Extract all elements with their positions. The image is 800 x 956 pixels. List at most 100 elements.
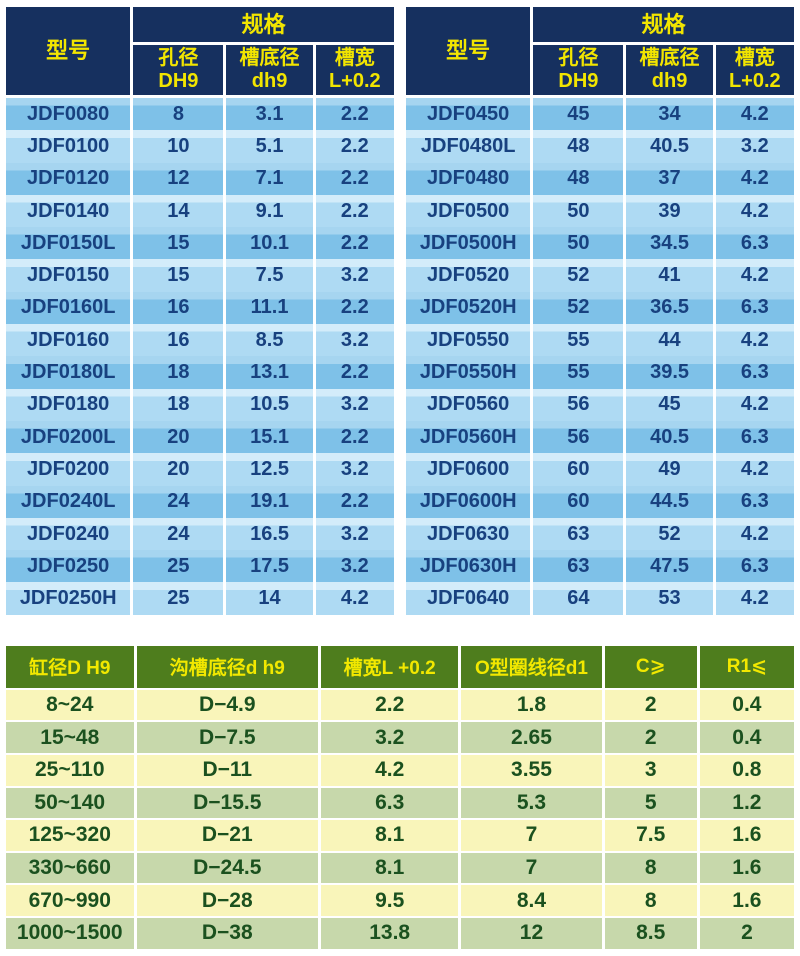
value-cell: 2 xyxy=(699,917,794,949)
value-cell: 11.1 xyxy=(226,291,313,325)
value-cell: 4.2 xyxy=(321,754,459,786)
value-cell: 6.3 xyxy=(715,420,794,454)
value-cell: 15 xyxy=(133,227,224,260)
value-cell: 63 xyxy=(533,517,624,551)
value-cell: 12 xyxy=(133,162,224,195)
value-cell: 4.2 xyxy=(715,517,794,551)
value-cell: 56 xyxy=(533,420,624,454)
value-cell: D−21 xyxy=(136,820,318,851)
model-cell: JDF0180L xyxy=(6,356,131,389)
value-cell: 19.1 xyxy=(226,485,313,518)
model-cell: JDF0500H xyxy=(406,227,531,260)
value-cell: 52 xyxy=(533,291,624,325)
table-row: JDF0100 10 5.1 2.2 xyxy=(6,130,394,163)
table-row: JDF0550H 55 39.5 6.3 xyxy=(406,356,794,389)
value-cell: 2.65 xyxy=(461,722,602,753)
header-line: 槽宽 xyxy=(734,47,775,69)
range-cell: 50~140 xyxy=(6,787,134,819)
model-cell: JDF0080 xyxy=(6,98,131,131)
range-cell: 670~990 xyxy=(6,885,134,916)
oring-wire-dia-header: O型圈线径d1 xyxy=(461,645,602,688)
table-row: 25~110 D−11 4.2 3.55 3 0.8 xyxy=(6,754,794,786)
value-cell: 52 xyxy=(533,259,624,292)
value-cell: 13.8 xyxy=(321,917,459,949)
value-cell: 60 xyxy=(533,453,624,486)
model-column-header: 型号 xyxy=(406,7,531,95)
value-cell: 45 xyxy=(533,98,624,131)
model-cell: JDF0560 xyxy=(406,388,531,421)
value-cell: 12.5 xyxy=(226,453,313,486)
model-cell: JDF0630H xyxy=(406,550,531,583)
table-row: JDF0560H 56 40.5 6.3 xyxy=(406,420,794,454)
value-cell: 49 xyxy=(626,453,713,486)
value-cell: 2.2 xyxy=(315,420,394,454)
value-cell: D−15.5 xyxy=(136,787,318,819)
model-cell: JDF0250 xyxy=(6,550,131,583)
value-cell: 64 xyxy=(533,582,624,615)
model-cell: JDF0520H xyxy=(406,291,531,325)
model-cell: JDF0630 xyxy=(406,517,531,551)
value-cell: 9.1 xyxy=(226,194,313,228)
value-cell: 8 xyxy=(133,98,224,131)
table-row: JDF0560 56 45 4.2 xyxy=(406,388,794,421)
value-cell: D−7.5 xyxy=(136,722,318,753)
header-line: DH9 xyxy=(158,70,199,92)
table-row: JDF0080 8 3.1 2.2 xyxy=(6,98,394,131)
value-cell: 14 xyxy=(226,582,313,615)
value-cell: 5.3 xyxy=(461,787,602,819)
r1-max-header: R1⩽ xyxy=(699,645,794,688)
value-cell: 3.2 xyxy=(315,517,394,551)
value-cell: 25 xyxy=(133,582,224,615)
header-line: L+0.2 xyxy=(728,70,781,92)
table-row: JDF0240L 24 19.1 2.2 xyxy=(6,485,394,518)
table-row: JDF0520 52 41 4.2 xyxy=(406,259,794,292)
header-line: dh9 xyxy=(651,70,688,92)
table-row: JDF0160 16 8.5 3.2 xyxy=(6,324,394,357)
groove-width-header: 槽宽L +0.2 xyxy=(321,645,459,688)
bore-diameter-header: 孔径 DH9 xyxy=(533,45,624,95)
value-cell: 3.2 xyxy=(315,259,394,292)
table-row: 50~140 D−15.5 6.3 5.3 5 1.2 xyxy=(6,787,794,819)
table-row: JDF0120 12 7.1 2.2 xyxy=(6,162,394,195)
table-row: JDF0600 60 49 4.2 xyxy=(406,453,794,486)
value-cell: 13.1 xyxy=(226,356,313,389)
value-cell: 16.5 xyxy=(226,517,313,551)
table-row: 1000~1500 D−38 13.8 12 8.5 2 xyxy=(6,917,794,949)
value-cell: 15 xyxy=(133,259,224,292)
value-cell: 34.5 xyxy=(626,227,713,260)
groove-bottom-diameter-header: 槽底径 dh9 xyxy=(226,45,313,95)
model-cell: JDF0550 xyxy=(406,324,531,357)
value-cell: 63 xyxy=(533,550,624,583)
value-cell: 4.2 xyxy=(715,162,794,195)
model-cell: JDF0150L xyxy=(6,227,131,260)
bore-diameter-header: 孔径 DH9 xyxy=(133,45,224,95)
value-cell: 48 xyxy=(533,130,624,163)
value-cell: 39 xyxy=(626,194,713,228)
value-cell: 12 xyxy=(461,917,602,949)
value-cell: 5 xyxy=(604,787,697,819)
table-row: JDF0450 45 34 4.2 xyxy=(406,98,794,131)
value-cell: 60 xyxy=(533,485,624,518)
header-line: 槽底径 xyxy=(239,47,300,69)
header-line: DH9 xyxy=(558,70,599,92)
groove-dimension-table: 缸径D H9 沟槽底径d h9 槽宽L +0.2 O型圈线径d1 C⩾ R1⩽ … xyxy=(6,645,794,949)
groove-width-header: 槽宽 L+0.2 xyxy=(315,45,394,95)
value-cell: 6.3 xyxy=(715,291,794,325)
model-cell: JDF0560H xyxy=(406,420,531,454)
value-cell: 3.2 xyxy=(315,550,394,583)
model-cell: JDF0640 xyxy=(406,582,531,615)
groove-bottom-diameter-header: 槽底径 dh9 xyxy=(626,45,713,95)
model-cell: JDF0120 xyxy=(6,162,131,195)
value-cell: 39.5 xyxy=(626,356,713,389)
range-cell: 1000~1500 xyxy=(6,917,134,949)
value-cell: 0.8 xyxy=(699,754,794,786)
model-cell: JDF0160 xyxy=(6,324,131,357)
value-cell: 4.2 xyxy=(715,98,794,131)
table-row: JDF0250H 25 14 4.2 xyxy=(6,582,394,615)
table-body: JDF0450 45 34 4.2 JDF0480L 48 40.5 3.2 JDF0480 48… xyxy=(406,98,794,615)
value-cell: 16 xyxy=(133,324,224,357)
value-cell: 2.2 xyxy=(315,485,394,518)
value-cell: 18 xyxy=(133,356,224,389)
value-cell: 14 xyxy=(133,194,224,228)
value-cell: 3.2 xyxy=(315,324,394,357)
